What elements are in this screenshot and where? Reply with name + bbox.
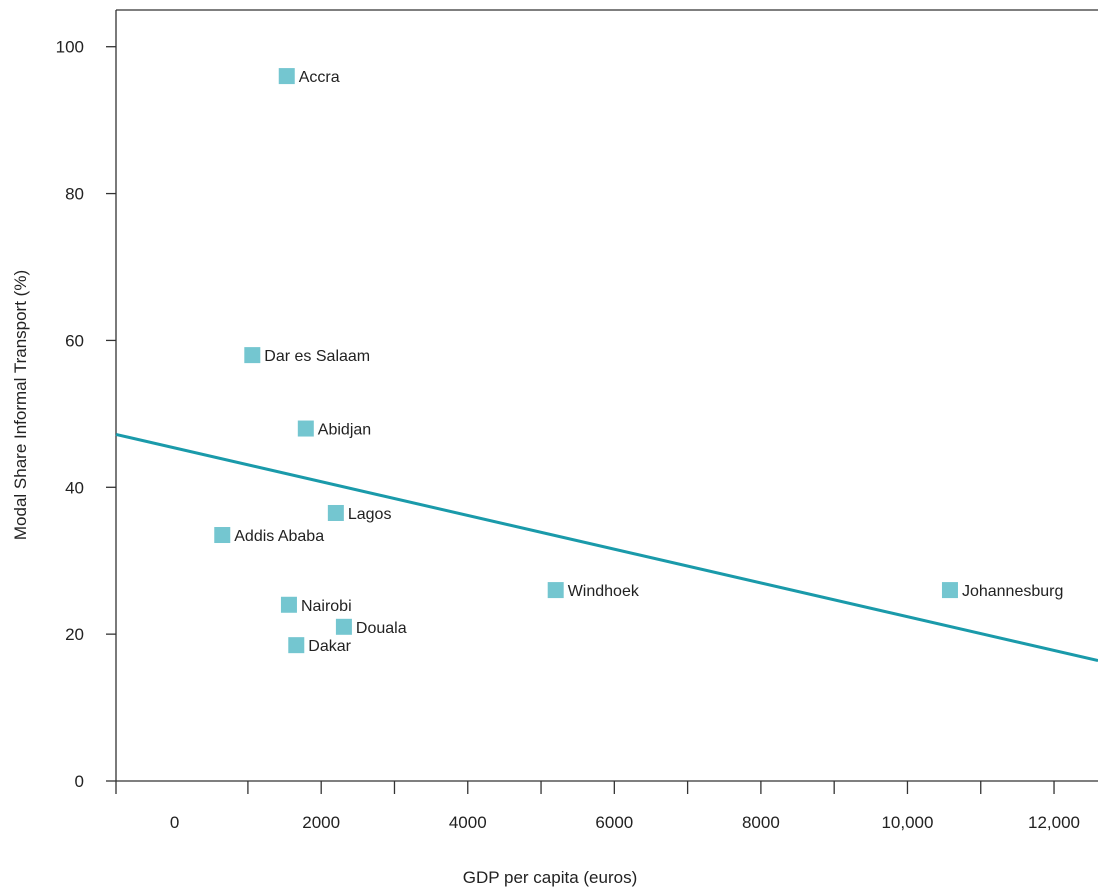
x-tick-label: 8000 [742, 813, 780, 832]
point-label: Nairobi [301, 598, 352, 615]
point-label: Lagos [348, 506, 392, 523]
x-tick-label: 6000 [595, 813, 633, 832]
data-point [280, 596, 297, 613]
point-label: Addis Ababa [234, 528, 324, 545]
data-point [244, 347, 261, 364]
x-axis-title: GDP per capita (euros) [463, 868, 637, 887]
y-tick-label: 80 [65, 185, 84, 204]
data-point [327, 504, 344, 521]
x-tick-label: 2000 [302, 813, 340, 832]
point-label: Dar es Salaam [264, 348, 370, 365]
y-tick-label: 100 [56, 38, 84, 57]
y-tick-label: 40 [65, 478, 84, 497]
data-point [335, 618, 352, 635]
point-label: Accra [299, 69, 340, 86]
data-point [288, 637, 305, 654]
trendline [115, 432, 1098, 663]
point-label: Windhoek [568, 583, 640, 600]
x-tick-label: 10,000 [881, 813, 933, 832]
axes [115, 9, 1098, 782]
point-label: Johannesburg [962, 583, 1063, 600]
y-tick-label: 20 [65, 625, 84, 644]
point-label: Douala [356, 620, 407, 637]
y-ticks: 0 20 40 60 80 100 [56, 38, 116, 791]
point-label: Dakar [308, 638, 351, 655]
data-point [941, 582, 958, 599]
data-point [297, 420, 314, 437]
data-point [214, 527, 231, 544]
y-tick-label: 60 [65, 331, 84, 350]
data-points: Accra Dar es Salaam Abidjan Lagos Addis Abab… [214, 68, 1063, 655]
data-point [547, 582, 564, 599]
y-axis-title: Modal Share Informal Transport (%) [11, 270, 30, 540]
x-tick-label: 0 [170, 813, 179, 832]
data-point [278, 68, 295, 85]
y-tick-label: 0 [75, 772, 84, 791]
x-tick-label: 4000 [449, 813, 487, 832]
x-tick-label: 12,000 [1028, 813, 1080, 832]
x-ticks: 0 2000 4000 6000 8000 10,000 12,000 [115, 781, 1080, 832]
point-label: Abidjan [318, 422, 371, 439]
